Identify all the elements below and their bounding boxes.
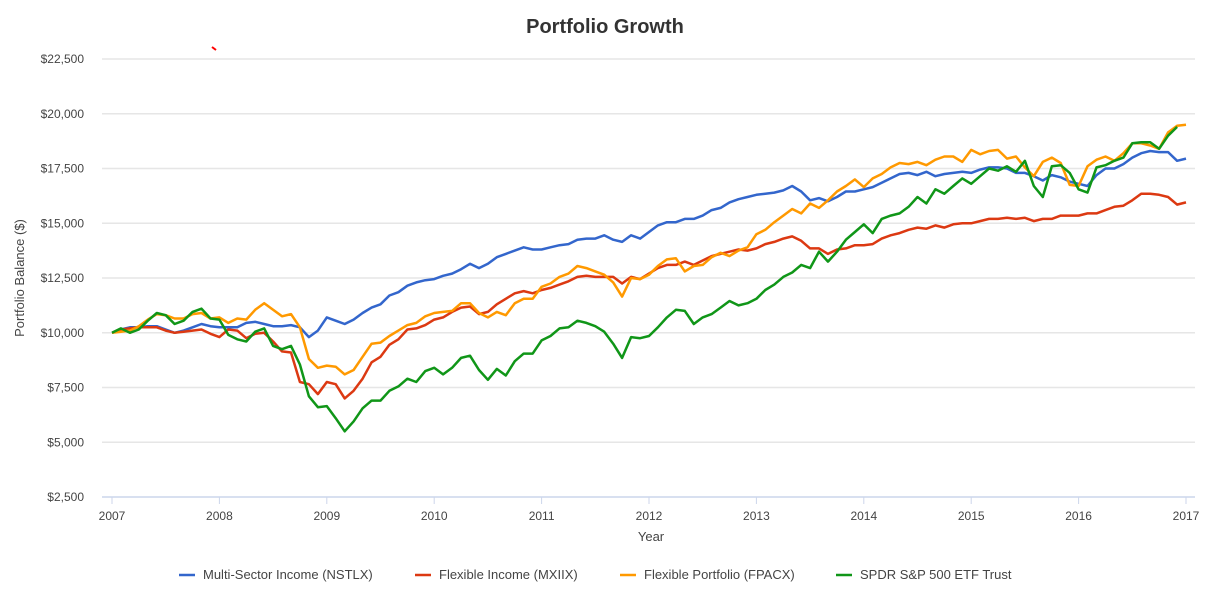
series-line-2 — [111, 123, 1187, 376]
x-axis: 2007 2008 2009 2010 2011 2012 2013 2014 2015 2016… — [99, 496, 1200, 523]
x-tick-label: 2017 — [1173, 509, 1200, 523]
y-tick-label: $15,000 — [41, 216, 85, 230]
x-tick-label: 2012 — [636, 509, 663, 523]
legend-label: SPDR S&P 500 ETF Trust — [860, 567, 1012, 582]
y-axis-ticks: $2,500 $5,000 $7,500 $10,000 $12,500 $15,000 $… — [41, 52, 85, 504]
legend-item[interactable]: SPDR S&P 500 ETF Trust — [836, 567, 1012, 582]
legend-label: Multi-Sector Income (NSTLX) — [203, 567, 373, 582]
y-tick-label: $2,500 — [47, 490, 84, 504]
legend-item[interactable]: Flexible Income (MXIIX) — [415, 567, 578, 582]
y-tick-label: $12,500 — [41, 271, 85, 285]
x-axis-title: Year — [638, 529, 665, 544]
x-tick-label: 2008 — [206, 509, 233, 523]
y-tick-label: $7,500 — [47, 381, 84, 395]
series-line-0 — [111, 149, 1187, 339]
x-tick-label: 2007 — [99, 509, 126, 523]
y-axis-title: Portfolio Balance ($) — [12, 219, 27, 337]
legend-label: Flexible Portfolio (FPACX) — [644, 567, 795, 582]
x-tick-label: 2015 — [958, 509, 985, 523]
legend-item[interactable]: Flexible Portfolio (FPACX) — [620, 567, 795, 582]
chart-title: Portfolio Growth — [526, 16, 684, 38]
x-tick-label: 2009 — [313, 509, 340, 523]
y-tick-label: $22,500 — [41, 52, 85, 66]
legend-label: Flexible Income (MXIIX) — [439, 567, 578, 582]
x-tick-label: 2010 — [421, 509, 448, 523]
series-lines — [111, 123, 1187, 433]
legend: Multi-Sector Income (NSTLX) Flexible Inco… — [179, 567, 1012, 582]
y-tick-label: $17,500 — [41, 162, 85, 176]
legend-item[interactable]: Multi-Sector Income (NSTLX) — [179, 567, 373, 582]
x-tick-label: 2014 — [850, 509, 877, 523]
x-tick-label: 2016 — [1065, 509, 1092, 523]
y-tick-label: $5,000 — [47, 435, 84, 449]
x-tick-label: 2011 — [529, 509, 555, 523]
y-tick-label: $10,000 — [41, 326, 85, 340]
x-tick-label: 2013 — [743, 509, 770, 523]
y-tick-label: $20,000 — [41, 107, 85, 121]
gridlines — [102, 58, 1195, 443]
series-line-1 — [111, 192, 1187, 400]
red-mark — [211, 46, 217, 51]
series-line-3 — [111, 126, 1178, 433]
